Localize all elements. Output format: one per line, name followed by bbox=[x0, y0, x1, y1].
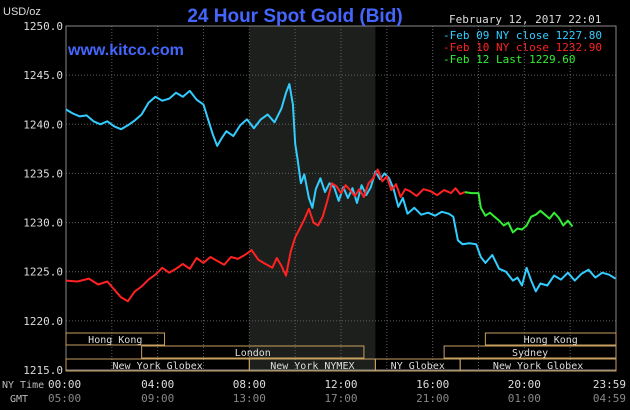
x-row-label-gmt: GMT bbox=[10, 394, 28, 405]
series-lines bbox=[65, 83, 617, 303]
session-label: NY Globex bbox=[391, 361, 445, 372]
legend-entry-feb12: -Feb 12 Last 1229.60 bbox=[443, 53, 575, 66]
session-bars: Hong Kong Hong Kong London Sydney New York G… bbox=[65, 332, 617, 372]
x-row-label-ny: NY Time bbox=[2, 380, 44, 391]
chart-title: 24 Hour Spot Gold (Bid) bbox=[187, 6, 402, 27]
series-line-2 bbox=[464, 191, 574, 234]
session-box bbox=[65, 332, 166, 346]
x-tick-label-ny: 04:00 bbox=[141, 378, 174, 391]
session-box bbox=[484, 332, 617, 346]
x-tick-label-ny: 12:00 bbox=[324, 378, 357, 391]
y-axis-ticks: 1250.0 1245.0 1240.0 1235.0 1230.0 1225.0 1220… bbox=[23, 20, 63, 377]
x-tick-label-ny: 20:00 bbox=[508, 378, 541, 391]
nymex-highlight bbox=[249, 26, 376, 370]
x-tick-label-gmt: 01:00 bbox=[508, 392, 541, 405]
session-label: Hong Kong bbox=[524, 335, 578, 346]
y-tick-label: 1245.0 bbox=[23, 69, 63, 82]
legend-entry-feb10: -Feb 10 NY close 1232.90 bbox=[443, 41, 602, 54]
legend: -Feb 09 NY close 1227.80 -Feb 10 NY clos… bbox=[443, 29, 602, 66]
session-label: Hong Kong bbox=[88, 335, 142, 346]
y-tick-label: 1230.0 bbox=[23, 217, 63, 230]
x-tick-label-gmt: 05:00 bbox=[48, 392, 81, 405]
y-tick-label: 1215.0 bbox=[23, 364, 63, 377]
x-tick-label-gmt: 17:00 bbox=[324, 392, 357, 405]
watermark: www.kitco.com bbox=[67, 42, 184, 59]
x-tick-label-gmt: 21:00 bbox=[416, 392, 449, 405]
x-tick-label-ny: 23:59 bbox=[593, 378, 626, 391]
session-label: New York Globex bbox=[113, 361, 203, 372]
x-tick-label-gmt: 09:00 bbox=[141, 392, 174, 405]
x-tick-label-gmt: 04:59 bbox=[593, 392, 626, 405]
session-label: Sydney bbox=[512, 348, 548, 359]
session-box bbox=[141, 345, 365, 359]
y-tick-label: 1240.0 bbox=[23, 118, 63, 131]
session-box bbox=[459, 358, 617, 372]
session-label: London bbox=[235, 348, 271, 359]
x-tick-label-ny: 08:00 bbox=[233, 378, 266, 391]
plot-border bbox=[65, 25, 617, 371]
series-line-1 bbox=[65, 168, 466, 303]
session-box bbox=[443, 345, 617, 359]
x-tick-label-ny: 00:00 bbox=[48, 378, 81, 391]
y-tick-label: 1250.0 bbox=[23, 20, 63, 33]
timestamp: February 12, 2017 22:01 bbox=[449, 13, 601, 26]
x-tick-label-ny: 16:00 bbox=[416, 378, 449, 391]
x-tick-label-gmt: 13:00 bbox=[233, 392, 266, 405]
legend-entry-feb09: -Feb 09 NY close 1227.80 bbox=[443, 29, 602, 42]
session-label: New York NYMEX bbox=[270, 361, 354, 372]
y-tick-label: 1225.0 bbox=[23, 266, 63, 279]
plot-frame bbox=[65, 25, 617, 371]
y-tick-label: 1235.0 bbox=[23, 167, 63, 180]
y-unit-label: USD/oz bbox=[3, 6, 41, 18]
session-label: New York Globex bbox=[493, 361, 583, 372]
y-tick-label: 1220.0 bbox=[23, 315, 63, 328]
